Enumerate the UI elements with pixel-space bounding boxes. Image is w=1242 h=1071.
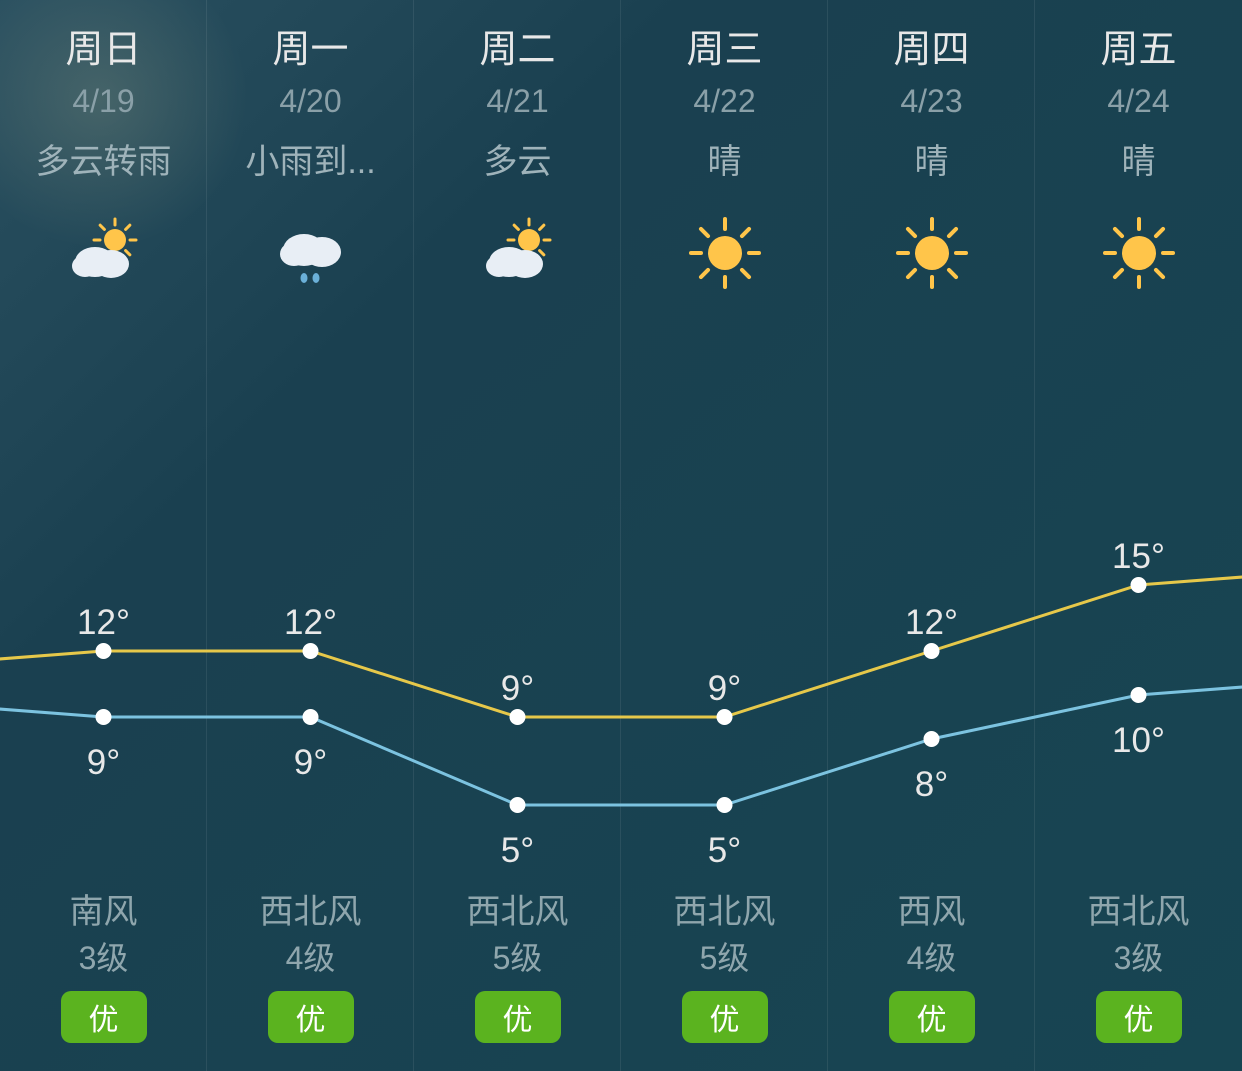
condition: 多云转雨: [36, 134, 172, 183]
day-column[interactable]: 周三 4/22 晴 西北风 5级 优: [621, 0, 828, 1071]
condition: 晴: [915, 134, 949, 183]
wind-level: 3级: [1114, 933, 1164, 979]
sunny-icon: [1100, 213, 1178, 293]
aqi-badge: 优: [889, 991, 975, 1043]
wind-level: 4级: [907, 933, 957, 979]
day-column[interactable]: 周一 4/20 小雨到... 西北风 4级 优: [207, 0, 414, 1071]
aqi-badge: 优: [61, 991, 147, 1043]
wind-direction: 南风: [70, 884, 138, 933]
condition: 晴: [1122, 134, 1156, 183]
sunny-icon: [686, 213, 764, 293]
wind-level: 5级: [493, 933, 543, 979]
partly-cloudy-icon: [479, 213, 557, 293]
wind-direction: 西风: [898, 884, 966, 933]
day-name: 周五: [1100, 18, 1176, 73]
wind-level: 4级: [286, 933, 336, 979]
day-name: 周二: [479, 18, 555, 73]
sunny-icon: [893, 213, 971, 293]
condition: 晴: [708, 134, 742, 183]
wind-level: 3级: [79, 933, 129, 979]
day-name: 周三: [686, 18, 762, 73]
date: 4/23: [900, 83, 962, 120]
day-column[interactable]: 周二 4/21 多云 西北风 5级 优: [414, 0, 621, 1071]
condition: 小雨到...: [245, 134, 375, 183]
date: 4/22: [693, 83, 755, 120]
date: 4/20: [279, 83, 341, 120]
aqi-badge: 优: [268, 991, 354, 1043]
date: 4/19: [72, 83, 134, 120]
wind-direction: 西北风: [260, 884, 362, 933]
condition: 多云: [484, 134, 552, 183]
day-name: 周一: [272, 18, 348, 73]
aqi-badge: 优: [682, 991, 768, 1043]
wind-direction: 西北风: [1088, 884, 1190, 933]
wind-direction: 西北风: [674, 884, 776, 933]
rain-icon: [272, 213, 350, 293]
day-column[interactable]: 周四 4/23 晴 西风 4级 优: [828, 0, 1035, 1071]
day-column[interactable]: 周日 4/19 多云转雨 南风 3级 优: [0, 0, 207, 1071]
date: 4/24: [1107, 83, 1169, 120]
forecast-container: 周日 4/19 多云转雨 南风 3级 优 周一 4/20 小雨到... 西北风 …: [0, 0, 1242, 1071]
wind-direction: 西北风: [467, 884, 569, 933]
date: 4/21: [486, 83, 548, 120]
wind-level: 5级: [700, 933, 750, 979]
day-column[interactable]: 周五 4/24 晴 西北风 3级 优: [1035, 0, 1242, 1071]
day-name: 周四: [893, 18, 969, 73]
aqi-badge: 优: [475, 991, 561, 1043]
partly-cloudy-icon: [65, 213, 143, 293]
day-name: 周日: [65, 18, 141, 73]
aqi-badge: 优: [1096, 991, 1182, 1043]
